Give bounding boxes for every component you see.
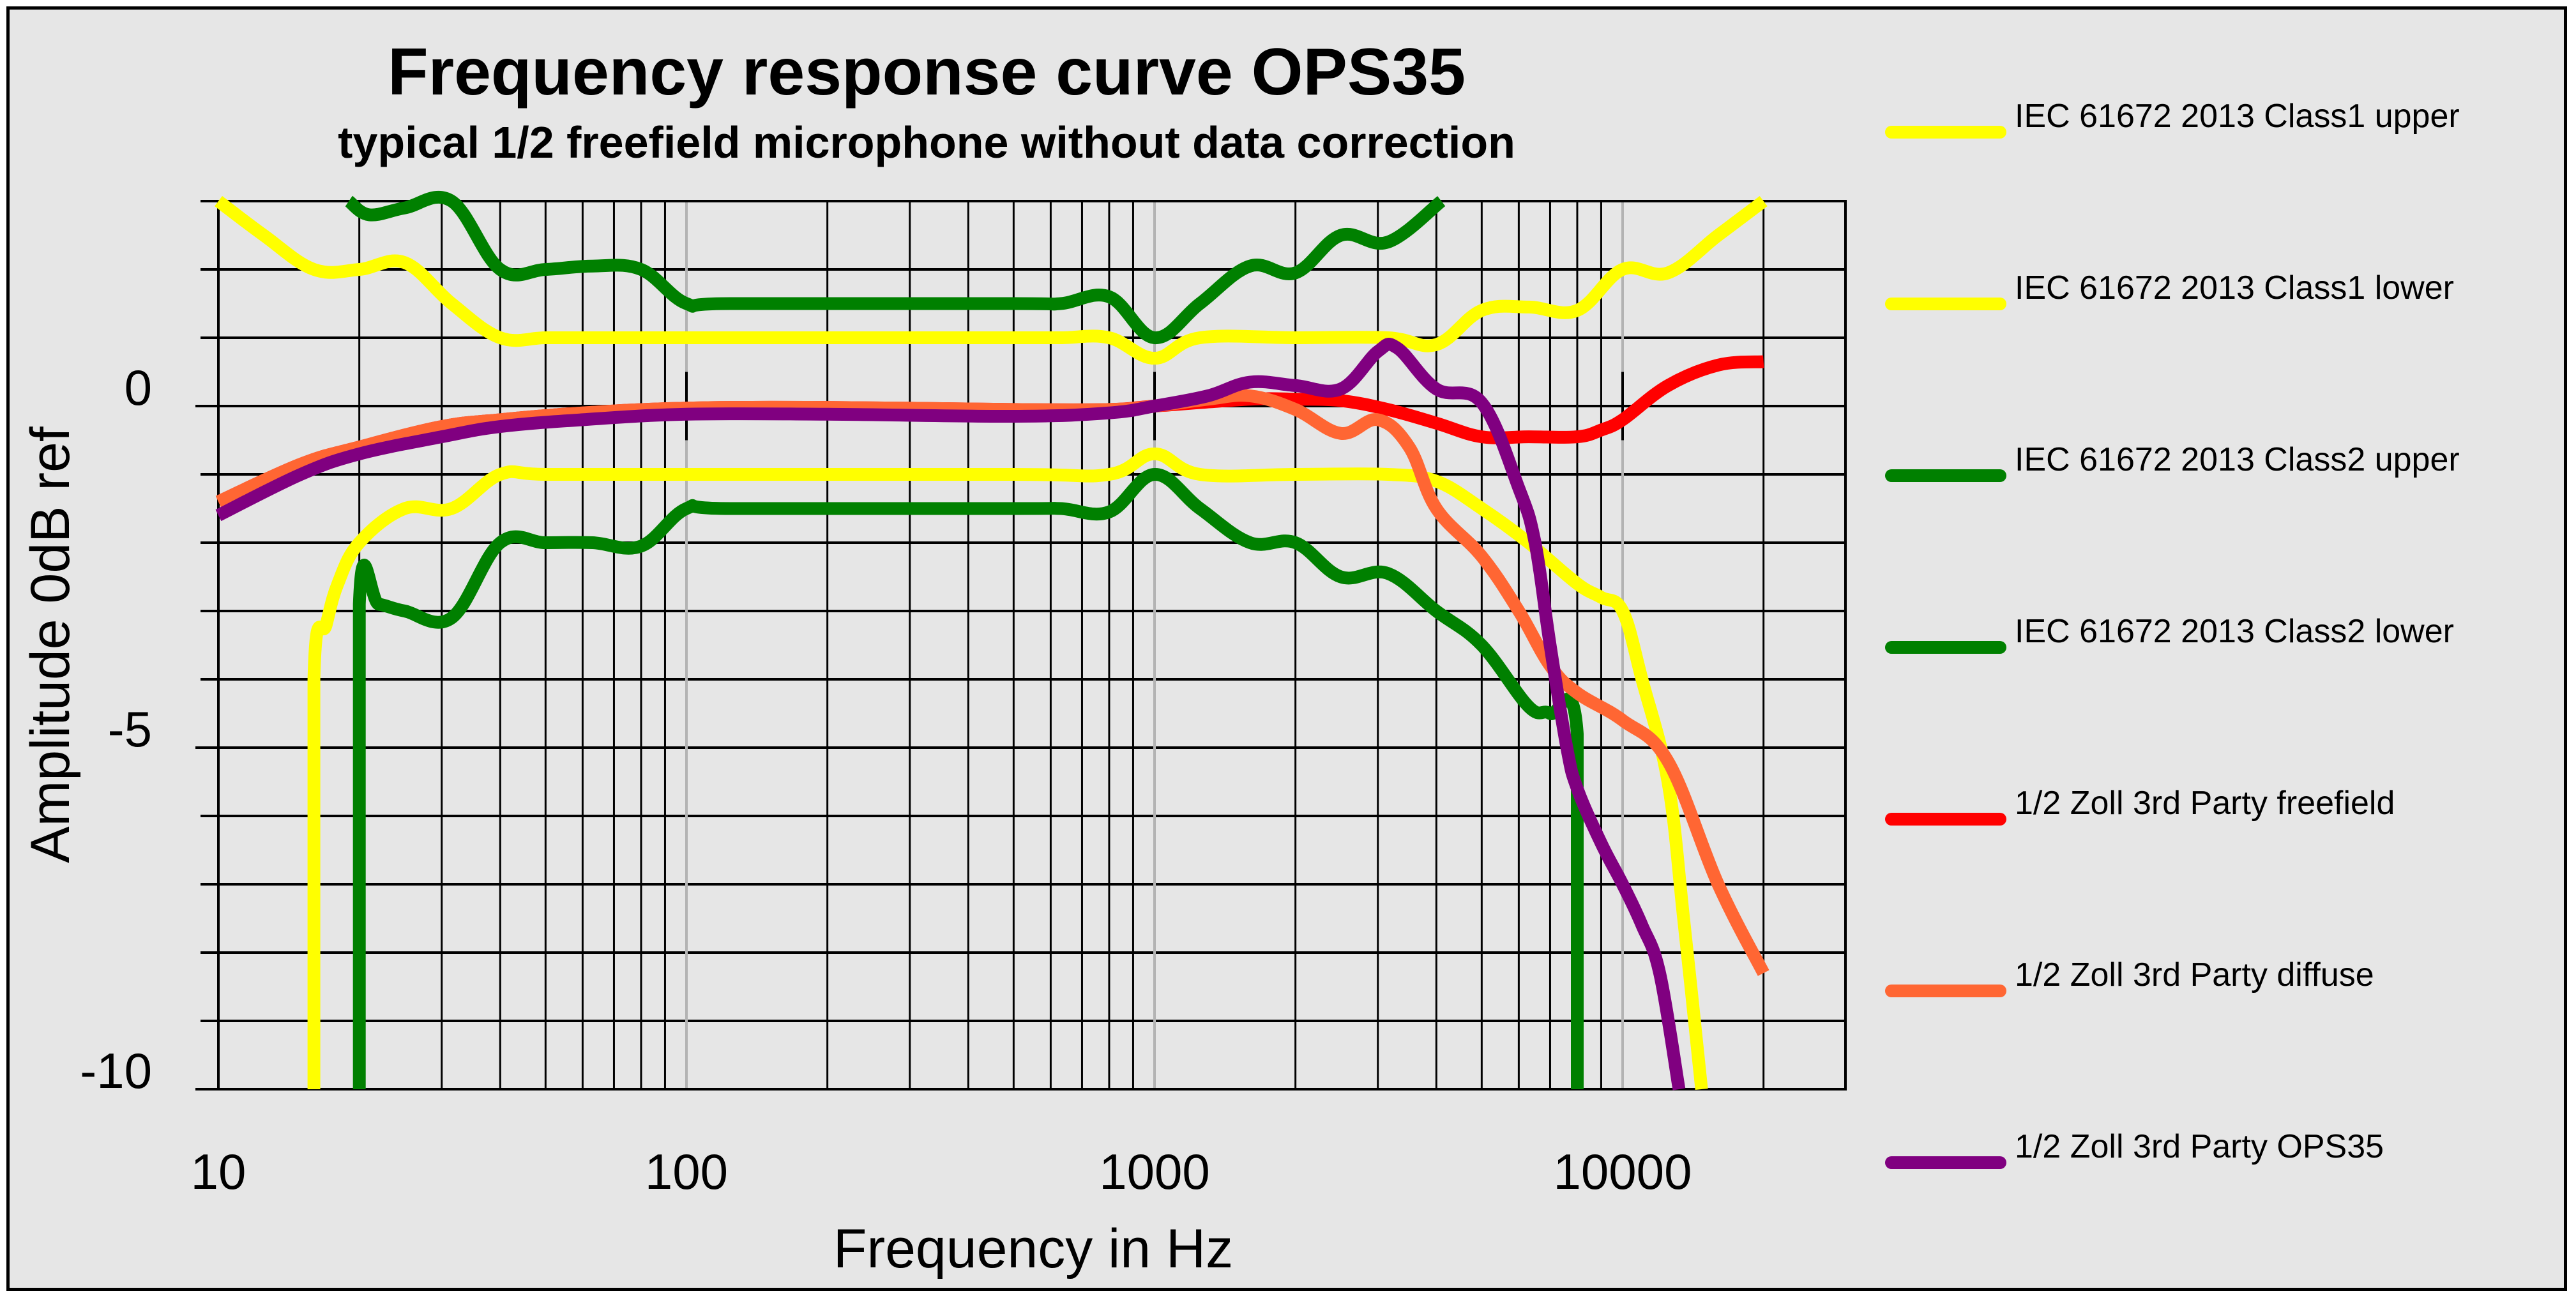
y-tick-label: -5 — [108, 701, 152, 757]
y-axis-ticks: 0 -5 -10 — [80, 359, 152, 1099]
x-tick-label: 10000 — [1554, 1143, 1692, 1200]
y-tick-label: 0 — [125, 359, 152, 416]
x-tick-label: 10 — [191, 1143, 246, 1200]
legend-label: IEC 61672 2013 Class1 lower — [2015, 269, 2454, 306]
legend-label: IEC 61672 2013 Class2 lower — [2015, 613, 2454, 650]
legend: IEC 61672 2013 Class1 upper IEC 61672 201… — [1885, 98, 2460, 1169]
x-axis-label: Frequency in Hz — [833, 1218, 1233, 1279]
legend-label: IEC 61672 2013 Class1 upper — [2015, 98, 2460, 135]
x-axis-ticks: 10 100 1000 10000 — [191, 1143, 1692, 1200]
plot-border — [217, 200, 1847, 1090]
legend-item: IEC 61672 2013 Class2 lower — [1885, 613, 2454, 654]
chart-title: Frequency response curve OPS35 — [388, 35, 1466, 109]
x-tick-label: 1000 — [1099, 1143, 1210, 1200]
legend-item: IEC 61672 2013 Class1 lower — [1885, 269, 2454, 310]
legend-item: 1/2 Zoll 3rd Party OPS35 — [1885, 1128, 2384, 1169]
legend-label: 1/2 Zoll 3rd Party OPS35 — [2015, 1128, 2384, 1165]
series-line-3 — [344, 190, 1446, 344]
chart-frame — [6, 6, 2567, 1291]
series-line-7 — [215, 338, 1686, 1090]
legend-item: 1/2 Zoll 3rd Party diffuse — [1885, 956, 2374, 997]
y-tick-label: -10 — [80, 1043, 152, 1099]
series-layer — [214, 190, 1769, 1090]
series-line-4 — [352, 468, 1584, 1089]
legend-label: IEC 61672 2013 Class2 upper — [2015, 441, 2460, 478]
legend-item: 1/2 Zoll 3rd Party freefield — [1885, 785, 2395, 826]
series-line-1 — [214, 196, 1768, 365]
legend-label: 1/2 Zoll 3rd Party freefield — [2015, 785, 2395, 822]
x-tick-label: 100 — [645, 1143, 728, 1200]
y-axis-label: Amplitude 0dB ref — [20, 426, 81, 863]
legend-item: IEC 61672 2013 Class2 upper — [1885, 441, 2460, 482]
legend-item: IEC 61672 2013 Class1 upper — [1885, 98, 2460, 139]
series-line-6 — [215, 389, 1769, 976]
series-line-2 — [307, 447, 1708, 1090]
legend-label: 1/2 Zoll 3rd Party diffuse — [2015, 956, 2374, 993]
chart-subtitle: typical 1/2 freefield microphone without… — [338, 117, 1515, 167]
